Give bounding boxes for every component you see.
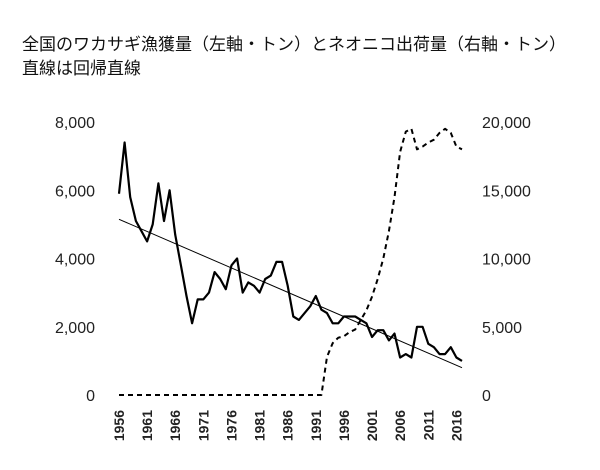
series-group <box>117 127 463 396</box>
x-tick-label: 1971 <box>195 410 211 441</box>
right-tick-label: 0 <box>482 388 491 405</box>
chart-subtitle: 直線は回帰直線 <box>22 59 141 79</box>
right-tick-label: 20,000 <box>482 115 531 132</box>
x-tick-label: 2016 <box>448 410 464 441</box>
series-line-dashed <box>119 127 463 396</box>
series-line-solid <box>117 141 463 362</box>
x-tick-label: 2006 <box>392 410 408 441</box>
right-tick-label: 10,000 <box>482 252 531 269</box>
x-tick-label: 1956 <box>111 410 127 441</box>
chart-title: 全国のワカサギ漁獲量（左軸・トン）とネオニコ出荷量（右軸・トン） <box>22 35 566 55</box>
x-tick-label: 2011 <box>420 410 436 441</box>
left-tick-label: 0 <box>86 388 95 405</box>
x-tick-label: 1976 <box>224 410 240 441</box>
x-tick-label: 1966 <box>167 410 183 441</box>
left-tick-label: 2,000 <box>55 320 95 337</box>
left-tick-label: 4,000 <box>55 252 95 269</box>
x-tick-label: 1986 <box>280 410 296 441</box>
right-tick-label: 15,000 <box>482 183 531 200</box>
x-tick-label: 1991 <box>308 410 324 441</box>
left-tick-label: 8,000 <box>55 115 95 132</box>
tick-labels: 8,000 6,000 4,000 2,000 0 20,000 15,000 10,000 5… <box>55 115 531 441</box>
left-tick-label: 6,000 <box>55 183 95 200</box>
x-tick-label: 1996 <box>336 410 352 441</box>
x-tick-label: 1981 <box>252 410 268 441</box>
x-tick-label: 2001 <box>364 410 380 441</box>
x-tick-label: 1961 <box>139 410 155 441</box>
right-tick-label: 5,000 <box>482 320 522 337</box>
regression-line <box>118 218 463 369</box>
